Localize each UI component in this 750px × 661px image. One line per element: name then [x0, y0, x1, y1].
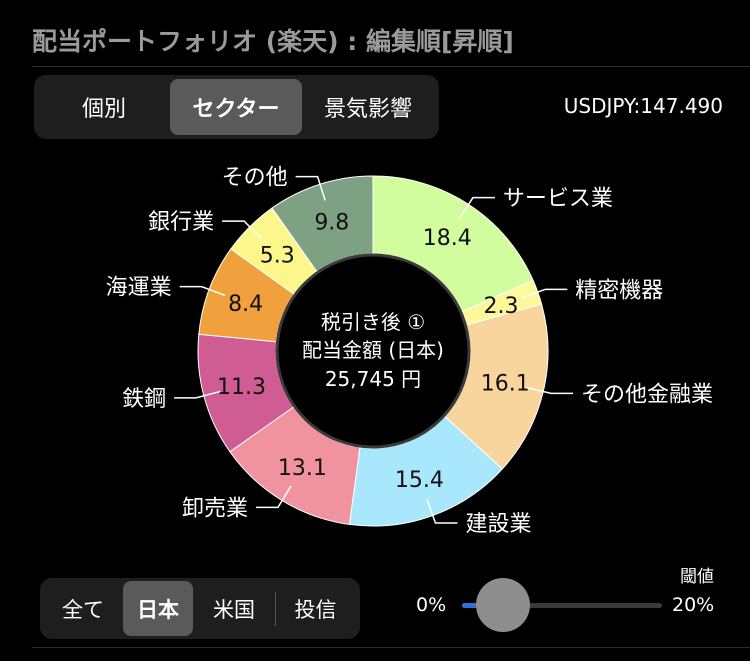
slice-value-6: 8.4 [228, 292, 263, 317]
slice-value-8: 9.8 [314, 210, 349, 235]
filter-japan[interactable]: 日本 [123, 581, 193, 636]
leader-line-4 [255, 485, 292, 509]
slice-label-7: 銀行業 [148, 210, 214, 235]
filter-all[interactable]: 全て [62, 597, 104, 622]
filter-divider [275, 591, 276, 626]
leader-line-2 [526, 386, 574, 395]
threshold-slider-fill [462, 603, 482, 608]
view-tabs: 個別 セクター 景気影響 [34, 75, 439, 139]
slice-label-5: 鉄鋼 [122, 387, 166, 412]
tab-economic-impact[interactable]: 景気影響 [323, 97, 412, 122]
donut-inner-ring [275, 253, 471, 449]
center-line-1: 税引き後 ① [321, 310, 425, 334]
leader-line-6 [179, 285, 226, 297]
center-line-2: 配当金額 (日本) [302, 338, 444, 362]
slider-min-label: 0% [416, 594, 447, 616]
slice-label-8: その他 [222, 166, 288, 191]
threshold-slider-track[interactable] [462, 603, 662, 608]
slider-max-label: 20% [672, 594, 715, 616]
title-divider [32, 66, 750, 67]
slice-label-4: 卸売業 [182, 496, 248, 521]
leader-line-0 [458, 196, 495, 220]
page-title: 配当ポートフォリオ (楽天) : 編集順[昇順] [32, 27, 514, 56]
slice-value-1: 2.3 [484, 294, 519, 319]
slice-value-5: 11.3 [217, 375, 266, 400]
fx-rate: USDJPY:147.490 [563, 94, 723, 118]
slice-label-3: 建設業 [465, 512, 531, 537]
tab-sector[interactable]: セクター [170, 79, 302, 135]
leader-line-1 [521, 288, 568, 299]
threshold-slider-thumb[interactable] [476, 578, 530, 632]
slice-label-2: その他金融業 [581, 382, 713, 407]
leader-line-7 [222, 220, 263, 240]
center-amount: 25,745 円 [325, 367, 421, 391]
slice-value-4: 13.1 [278, 456, 327, 481]
slice-value-7: 5.3 [260, 243, 295, 268]
tab-individual[interactable]: 個別 [81, 97, 126, 122]
slice-value-3: 15.4 [395, 468, 444, 493]
leader-line-8 [295, 175, 326, 201]
slice-label-6: 海運業 [106, 276, 172, 301]
filter-fund[interactable]: 投信 [294, 597, 337, 622]
leader-line-5 [174, 390, 221, 399]
filter-us[interactable]: 米国 [213, 597, 255, 622]
threshold-label: 閾値 [680, 567, 714, 587]
slice-label-1: 精密機器 [575, 278, 663, 303]
market-filter: 全て 日本 米国 投信 [40, 578, 360, 639]
slice-label-0: サービス業 [503, 187, 613, 212]
leader-line-3 [426, 499, 458, 524]
bottom-divider [32, 647, 750, 648]
slice-value-2: 16.1 [481, 372, 530, 397]
slice-value-0: 18.4 [423, 226, 472, 251]
